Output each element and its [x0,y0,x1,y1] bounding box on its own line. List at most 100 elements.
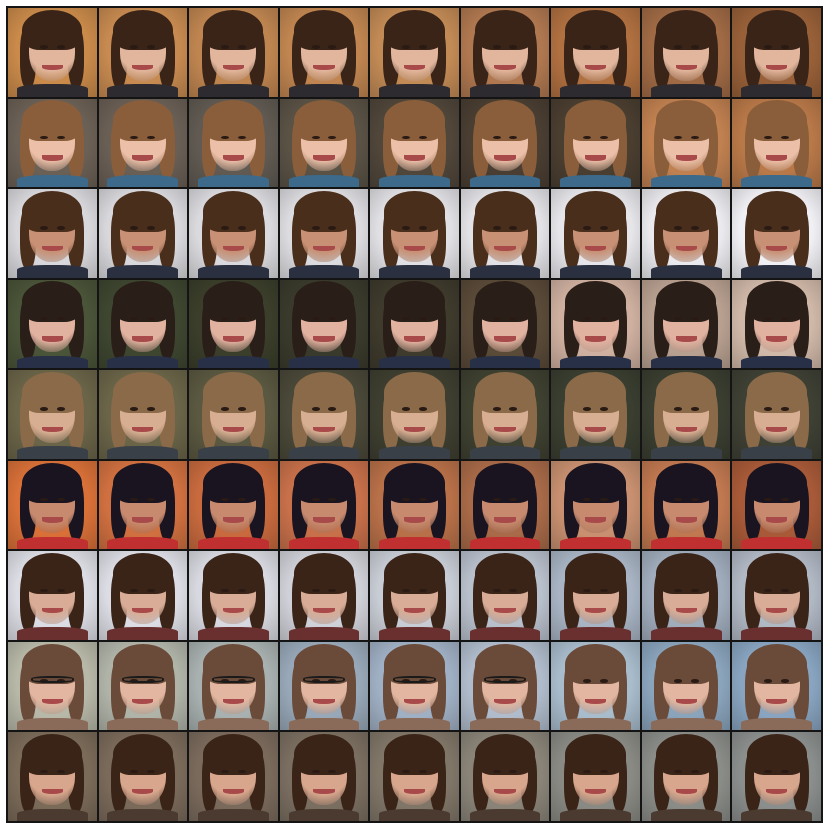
shirt [560,355,631,369]
eye [673,769,682,774]
shirt [107,536,179,550]
mouth [584,64,607,70]
shirt [379,627,450,640]
hair [22,553,83,594]
eye [147,769,156,774]
mouth [222,64,244,70]
face-tile [732,551,821,640]
face-tile [98,8,188,97]
shirt [650,627,722,640]
mouth [675,64,697,70]
eye [237,135,246,140]
mouth [222,607,244,614]
shirt [741,174,813,188]
face-tile [279,189,369,278]
eye [402,45,411,49]
face-tile [551,189,640,278]
glasses [393,675,436,683]
shirt [197,355,269,369]
hair [22,371,83,413]
face-tile [641,98,731,188]
hair [203,734,264,775]
face-tile [98,189,188,278]
hair [565,371,626,413]
eye [147,316,156,321]
eye [673,497,682,502]
eye [147,497,156,502]
hair [656,462,717,504]
face-tile [98,370,188,459]
eye [220,769,229,774]
eye [311,45,320,49]
mouth [584,698,607,704]
mouth [494,336,516,342]
face-tile [732,641,821,731]
face-tile [460,98,550,188]
mouth [313,64,335,70]
hair [474,462,536,504]
hair [384,553,445,594]
shirt [560,265,631,278]
hair [203,462,264,504]
face-tile [641,370,731,459]
mouth [494,426,516,433]
eye [673,135,682,140]
shirt [16,446,88,459]
eye [130,497,139,502]
mouth [222,426,244,433]
face-tile [641,279,731,369]
eye [690,316,699,321]
eye [583,135,592,140]
hair [293,553,355,594]
face-tile [460,279,550,369]
eye [328,135,337,140]
shirt [16,808,88,821]
hair [474,9,536,51]
hair [384,190,445,232]
eye [130,226,139,230]
face-tile [732,370,821,459]
face-tile [189,641,278,731]
face-tile [370,189,459,278]
eye [237,316,246,321]
mouth [766,245,788,252]
eye [220,135,229,140]
shirt [741,718,813,731]
eye [328,769,337,774]
hair [293,462,355,504]
eye [402,316,411,321]
shirt [16,718,88,731]
eye [237,226,246,230]
hair [656,734,717,775]
face-tile [732,98,821,188]
eye [673,679,682,683]
shirt [197,446,269,459]
eye [311,588,320,593]
mouth [222,789,244,795]
mouth [132,517,154,523]
mouth [132,426,154,433]
shirt [197,718,269,731]
eye [673,45,682,49]
mouth [222,517,244,523]
mouth [766,607,788,614]
eye [673,226,682,230]
hair [293,100,355,142]
hair [384,9,445,51]
mouth [403,517,426,523]
shirt [107,627,179,640]
shirt [16,536,88,550]
face-tile [460,641,550,731]
face-tile [189,98,278,188]
shirt [288,627,360,640]
hair [565,281,626,323]
shirt [741,808,813,821]
eye [147,226,156,230]
hair [656,643,717,685]
eye [402,588,411,593]
shirt [741,446,813,459]
hair [293,734,355,775]
eye [237,497,246,502]
eye [418,769,427,774]
mouth [494,245,516,252]
